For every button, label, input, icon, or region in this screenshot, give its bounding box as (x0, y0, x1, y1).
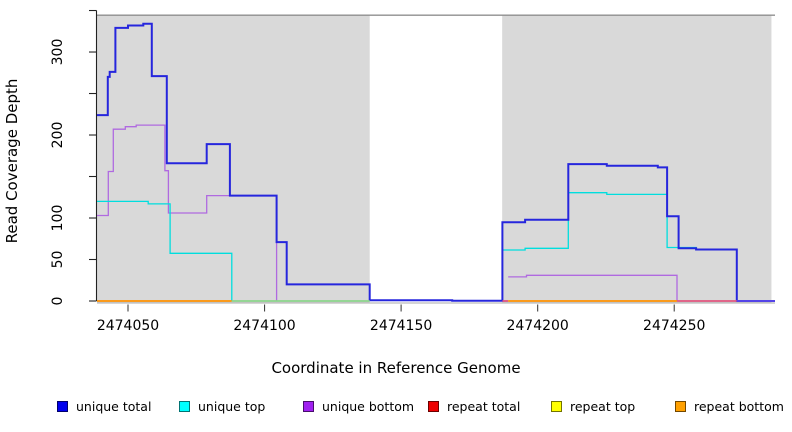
y-axis-title: Read Coverage Depth (3, 78, 21, 244)
legend-swatch-icon (675, 400, 686, 412)
y-tick-label: 100 (50, 205, 66, 232)
y-tick-label: 50 (50, 251, 66, 269)
x-tick-label: 2474200 (506, 318, 568, 334)
series-line-unique-bottom (508, 274, 678, 301)
series-line-unique-top (97, 200, 233, 301)
legend-item-repeat-top: repeat top (551, 398, 635, 414)
shaded-region (502, 15, 772, 303)
x-tick-label: 2474050 (97, 318, 159, 334)
legend-label: repeat total (447, 398, 521, 414)
legend-label: unique bottom (322, 398, 415, 414)
shaded-region (97, 15, 370, 303)
legend-label: unique total (76, 398, 152, 414)
legend-item-repeat-total: repeat total (428, 398, 520, 414)
x-tick-label: 2474150 (370, 318, 432, 334)
legend-swatch-icon (428, 400, 439, 412)
legend-swatch-icon (303, 400, 314, 412)
series-line-unique-total (97, 22, 775, 302)
series-line-unique-bottom (97, 124, 278, 301)
x-tick-label: 2474100 (233, 318, 295, 334)
legend-swatch-icon (179, 400, 190, 412)
y-tick-label: 300 (50, 39, 66, 66)
y-tick-label: 0 (50, 297, 66, 306)
legend-item-repeat-bottom: repeat bottom (675, 398, 784, 414)
legend-item-unique-total: unique total (57, 398, 151, 414)
legend-label: repeat top (570, 398, 636, 414)
legend-swatch-icon (57, 400, 68, 412)
legend: unique total unique top unique bottom repea… (0, 398, 792, 418)
legend-label: repeat bottom (694, 398, 784, 414)
legend-swatch-icon (551, 400, 562, 412)
legend-label: unique top (198, 398, 266, 414)
y-tick-label: 200 (50, 122, 66, 149)
x-axis-title: Coordinate in Reference Genome (271, 359, 521, 377)
legend-item-unique-bottom: unique bottom (303, 398, 414, 414)
x-tick-label: 2474250 (643, 318, 705, 334)
legend-item-unique-top: unique top (179, 398, 265, 414)
